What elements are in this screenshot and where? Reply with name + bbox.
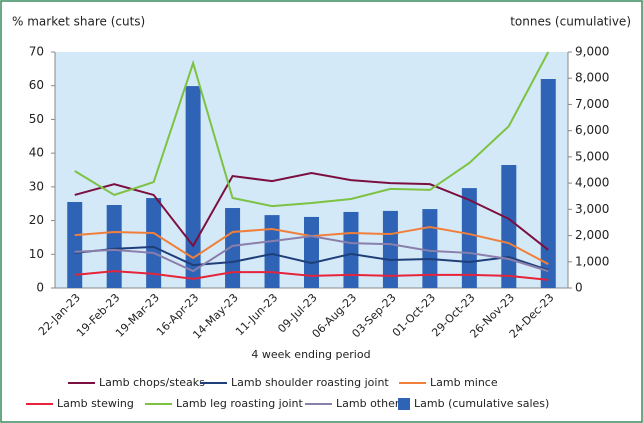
y-tick-label: 50 bbox=[29, 112, 44, 126]
y2-tick-label: 0 bbox=[575, 281, 583, 295]
bar bbox=[461, 188, 477, 288]
legend-swatch bbox=[398, 398, 410, 410]
legend-label: Lamb shoulder roasting joint bbox=[231, 376, 389, 389]
legend-label: Lamb (cumulative sales) bbox=[414, 397, 549, 410]
line bbox=[74, 51, 550, 208]
y2-tick-label: 2,000 bbox=[575, 228, 609, 242]
legend-label: Lamb stewing bbox=[57, 397, 134, 410]
y-tick-label: 20 bbox=[29, 213, 44, 227]
y2-tick-label: 9,000 bbox=[575, 45, 609, 59]
bar bbox=[106, 205, 122, 288]
bar bbox=[343, 211, 359, 288]
y2-axis-title: tonnes (cumulative) bbox=[510, 15, 631, 29]
y2-tick-label: 7,000 bbox=[575, 97, 609, 111]
bar bbox=[382, 210, 398, 288]
legend-label: Lamb leg roasting joint bbox=[176, 397, 303, 410]
x-axis-title: 4 week ending period bbox=[251, 348, 370, 361]
bar bbox=[67, 201, 83, 288]
bar bbox=[146, 198, 162, 288]
legend-label: Lamb mince bbox=[430, 376, 498, 389]
y2-tick-label: 5,000 bbox=[575, 149, 609, 163]
y2-tick-label: 1,000 bbox=[575, 254, 609, 268]
y-tick-label: 40 bbox=[29, 146, 44, 160]
bar bbox=[304, 216, 319, 288]
bar bbox=[540, 79, 556, 289]
legend-label: Lamb other bbox=[336, 397, 400, 410]
bar bbox=[501, 165, 517, 288]
line bbox=[74, 270, 549, 281]
legend-label: Lamb chops/steaks bbox=[99, 376, 205, 389]
bar bbox=[422, 209, 438, 288]
line bbox=[74, 245, 549, 272]
line bbox=[74, 235, 549, 273]
y-tick-label: 0 bbox=[36, 281, 44, 295]
bar bbox=[225, 208, 241, 288]
y-tick-label: 70 bbox=[29, 45, 44, 59]
y2-tick-label: 4,000 bbox=[575, 176, 609, 190]
y-tick-label: 30 bbox=[29, 179, 44, 193]
y2-tick-label: 3,000 bbox=[575, 202, 609, 216]
y2-tick-label: 8,000 bbox=[575, 71, 609, 85]
y-axis-title: % market share (cuts) bbox=[12, 15, 145, 29]
y-tick-label: 10 bbox=[29, 247, 44, 261]
y-tick-label: 60 bbox=[29, 78, 44, 92]
y2-tick-label: 6,000 bbox=[575, 123, 609, 137]
bar bbox=[264, 215, 280, 288]
line bbox=[74, 172, 549, 251]
